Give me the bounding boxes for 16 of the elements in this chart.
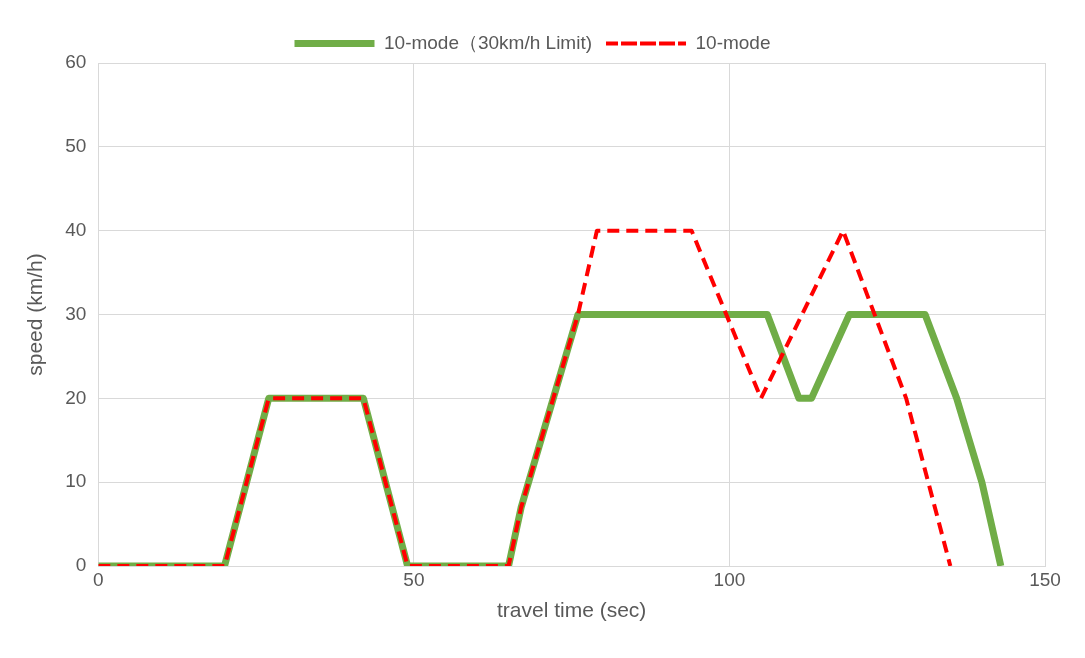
- y-tick-label: 0: [75, 554, 87, 576]
- x-tick-label: 150: [1029, 568, 1061, 590]
- y-tick-label: 30: [65, 302, 87, 324]
- y-tick-label: 50: [65, 135, 87, 157]
- legend-label: 10-mode（30km/h Limit): [384, 31, 593, 53]
- y-tick-label: 20: [65, 386, 87, 408]
- y-tick-label: 10: [65, 470, 87, 492]
- x-tick-label: 50: [403, 568, 425, 590]
- legend-label: 10-mode: [695, 31, 771, 53]
- x-tick-label: 100: [713, 568, 746, 590]
- y-tick-label: 60: [65, 51, 87, 73]
- y-axis-title: speed (km/h): [23, 253, 47, 376]
- x-tick-label: 0: [93, 568, 104, 590]
- x-axis-title: travel time (sec): [496, 598, 647, 622]
- y-tick-label: 40: [65, 218, 87, 240]
- line-series: [98, 228, 953, 566]
